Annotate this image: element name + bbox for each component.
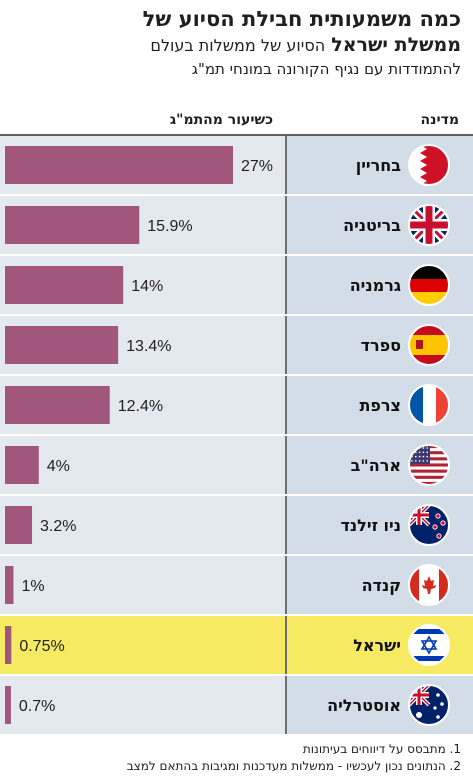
bar-value-label: 4%: [47, 458, 70, 475]
row-gap: [0, 434, 473, 436]
footnote-1: 1. מתבסס על דיווחים בעיתונות: [302, 742, 461, 756]
column-divider: [285, 556, 287, 614]
row-gap: [0, 374, 473, 376]
bar: [5, 146, 233, 184]
column-divider: [285, 496, 287, 554]
country-label: ישראל: [353, 636, 401, 655]
bar-value-label: 13.4%: [126, 338, 171, 355]
chart-row: 14% גרמניה: [0, 256, 473, 316]
usa-flag-icon: [408, 444, 450, 486]
country-label: בריטניה: [343, 216, 401, 235]
chart-title-regular: הסיוע של ממשלות בעולם: [150, 36, 326, 55]
row-gap: [0, 614, 473, 616]
australia-flag-icon: [408, 684, 450, 726]
country-label: גרמניה: [350, 276, 401, 295]
row-gap: [0, 554, 473, 556]
bar-value-label: 27%: [241, 158, 273, 175]
france-flag-icon: [408, 384, 450, 426]
column-divider: [285, 316, 287, 374]
germany-flag-icon: [408, 264, 450, 306]
chart-row: 12.4% צרפת: [0, 376, 473, 436]
bar: [5, 206, 140, 244]
bahrain-flag-icon: [408, 144, 450, 186]
header-divider: [0, 134, 473, 136]
chart-row: 13.4% ספרד: [0, 316, 473, 376]
bar-value-label: 3.2%: [40, 518, 76, 535]
chart-title-line2: ממשלת ישראל הסיוע של ממשלות בעולם: [9, 33, 461, 58]
column-divider: [285, 436, 287, 494]
chart-row: 27% בחריין: [0, 136, 473, 196]
footnotes: 1. מתבסס על דיווחים בעיתונות 2. הנתונים …: [1, 741, 461, 775]
country-label: ספרד: [361, 336, 401, 355]
country-label: קנדה: [362, 576, 401, 595]
israel-flag-icon: [408, 624, 450, 666]
chart-row: 1% קנדה: [0, 556, 473, 616]
bar-value-label: 15.9%: [147, 218, 192, 235]
column-divider: [285, 616, 287, 674]
bar: [5, 686, 11, 724]
chart-title-bold: ממשלת ישראל: [331, 34, 461, 56]
bar: [5, 266, 124, 304]
column-divider: [285, 376, 287, 434]
row-gap: [0, 734, 473, 736]
bar: [5, 386, 110, 424]
country-label: ניו זילנד: [341, 516, 401, 535]
column-divider: [285, 136, 287, 194]
bar-value-label: 0.7%: [19, 698, 55, 715]
bar: [5, 326, 119, 364]
column-divider: [285, 676, 287, 734]
chart-row: 0.7% אוסטרליה: [0, 676, 473, 736]
country-label: צרפת: [359, 396, 401, 415]
column-header-value: כשיעור מהתמ"ג: [169, 112, 273, 128]
bar-value-label: 12.4%: [118, 398, 163, 415]
country-label: ארה"ב: [351, 456, 401, 475]
bar: [5, 446, 39, 484]
column-header-country: מדינה: [420, 112, 459, 128]
spain-flag-icon: [408, 324, 450, 366]
bar: [5, 506, 33, 544]
row-gap: [0, 254, 473, 256]
chart-header: כמה משמעותית חבילת הסיוע של ממשלת ישראל …: [9, 6, 461, 80]
chart-row: 15.9% בריטניה: [0, 196, 473, 256]
bar-value-label: 14%: [131, 278, 163, 295]
chart-subtitle: להתמודדות עם נגיף הקורונה במונחי תמ"ג: [191, 60, 461, 78]
row-gap: [0, 194, 473, 196]
uk-flag-icon: [408, 204, 450, 246]
row-gap: [0, 494, 473, 496]
column-divider: [285, 256, 287, 314]
row-gap: [0, 674, 473, 676]
chart-row: 0.75% ישראל: [0, 616, 473, 676]
canada-flag-icon: [408, 564, 450, 606]
bar: [5, 626, 12, 664]
new-zealand-flag-icon: [408, 504, 450, 546]
row-gap: [0, 314, 473, 316]
chart-row: 4% ארה"ב: [0, 436, 473, 496]
country-label: אוסטרליה: [327, 696, 401, 715]
chart-row: 3.2% ניו זילנד: [0, 496, 473, 556]
chart-title-line1: כמה משמעותית חבילת הסיוע של: [142, 7, 461, 31]
bar: [5, 566, 14, 604]
footnote-2: 2. הנתונים נכון לעכשיו - ממשלות מעדכנות …: [126, 759, 461, 773]
bar-value-label: 1%: [21, 578, 44, 595]
column-divider: [285, 196, 287, 254]
country-label: בחריין: [356, 156, 402, 175]
row-background: [0, 616, 473, 676]
bar-value-label: 0.75%: [19, 638, 64, 655]
